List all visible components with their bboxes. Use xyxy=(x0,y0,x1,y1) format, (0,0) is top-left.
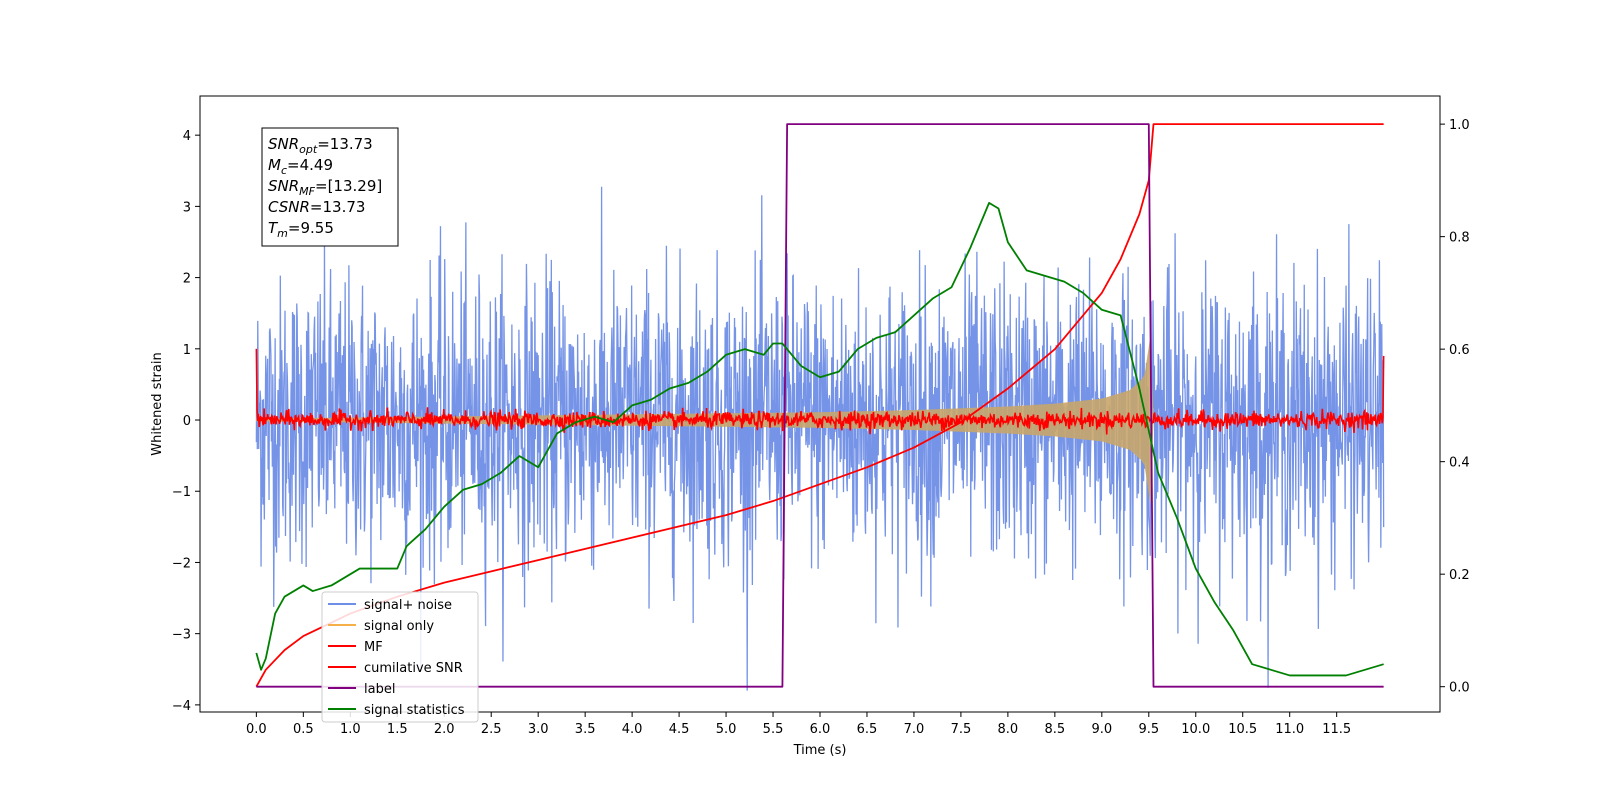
y2-tick-label: 0.2 xyxy=(1449,568,1470,583)
y-tick-label: 0 xyxy=(183,414,191,429)
x-tick-label: 10.0 xyxy=(1181,722,1210,737)
y2-tick-label: 1.0 xyxy=(1449,118,1470,133)
x-tick-label: 9.5 xyxy=(1138,722,1159,737)
x-tick-label: 1.0 xyxy=(340,722,361,737)
series-signal-statistics xyxy=(255,201,1384,677)
x-tick-label: 8.0 xyxy=(998,722,1019,737)
y-tick-label: 3 xyxy=(183,200,191,215)
x-axis-title: Time (s) xyxy=(793,743,847,758)
x-tick-label: 10.5 xyxy=(1228,722,1257,737)
x-tick-label: 5.0 xyxy=(716,722,737,737)
legend-label: cumilative SNR xyxy=(364,661,463,676)
legend-label: signal+ noise xyxy=(364,598,452,613)
x-tick-label: 9.0 xyxy=(1091,722,1112,737)
x-tick-label: 6.5 xyxy=(857,722,878,737)
x-tick-label: 7.0 xyxy=(904,722,925,737)
x-tick-label: 5.5 xyxy=(763,722,784,737)
x-tick-label: 0.5 xyxy=(293,722,314,737)
y-axis-ticks: 4 3 2 1 0 −1 −2 −3 −4 xyxy=(172,129,200,714)
x-tick-label: 4.5 xyxy=(669,722,690,737)
series-mf xyxy=(255,348,1385,435)
x-tick-label: 11.0 xyxy=(1275,722,1304,737)
x-tick-label: 3.0 xyxy=(528,722,549,737)
annotation-line: SNRMF=[13.29] xyxy=(268,177,382,198)
legend-label: signal only xyxy=(364,619,434,634)
annotation-line: SNRopt=13.73 xyxy=(268,135,373,156)
y-tick-label: −4 xyxy=(172,699,191,714)
legend-label: label xyxy=(364,682,395,697)
x-axis-ticks: 0.0 0.5 1.0 1.5 2.0 2.5 3.0 3.5 4.0 4.5 5.0 5.5 6.0 6… xyxy=(246,712,1351,737)
y2-tick-label: 0.8 xyxy=(1449,231,1470,246)
series-label xyxy=(256,123,1384,688)
annotation-line: Mc=4.49 xyxy=(268,156,333,177)
y2-tick-label: 0.4 xyxy=(1449,456,1470,471)
legend-label: signal statistics xyxy=(364,703,465,718)
y-tick-label: −2 xyxy=(172,556,191,571)
legend-frame xyxy=(321,591,479,723)
y2-tick-label: 0.6 xyxy=(1449,343,1470,358)
x-tick-label: 8.5 xyxy=(1045,722,1066,737)
x-tick-label: 6.0 xyxy=(810,722,831,737)
y2-axis-ticks: 1.0 0.8 0.6 0.4 0.2 0.0 xyxy=(1440,118,1470,696)
y-tick-label: −1 xyxy=(172,485,191,500)
y-tick-label: −3 xyxy=(172,628,191,643)
annotation-line: Tm=9.55 xyxy=(268,219,334,240)
y-axis-title: Whitened strain xyxy=(150,352,165,455)
x-tick-label: 2.0 xyxy=(434,722,455,737)
legend: signal+ noise signal only MF cumilative SNR… xyxy=(321,591,479,723)
x-tick-label: 7.5 xyxy=(951,722,972,737)
y-tick-label: 1 xyxy=(183,343,191,358)
annotation-frame xyxy=(261,127,399,247)
x-tick-label: 1.5 xyxy=(387,722,408,737)
y2-tick-label: 0.0 xyxy=(1449,681,1470,696)
annotation-box: SNRopt=13.73Mc=4.49SNRMF=[13.29]CSNR=13.… xyxy=(261,127,399,247)
x-tick-label: 2.5 xyxy=(481,722,502,737)
y-tick-label: 4 xyxy=(183,129,191,144)
series-signal-noise xyxy=(255,186,1385,691)
x-tick-label: 11.5 xyxy=(1322,722,1351,737)
x-tick-label: 0.0 xyxy=(246,722,267,737)
x-tick-label: 4.0 xyxy=(622,722,643,737)
legend-label: MF xyxy=(364,640,383,655)
x-tick-label: 3.5 xyxy=(575,722,596,737)
y-tick-label: 2 xyxy=(183,272,191,287)
annotation-line: CSNR=13.73 xyxy=(268,198,365,216)
